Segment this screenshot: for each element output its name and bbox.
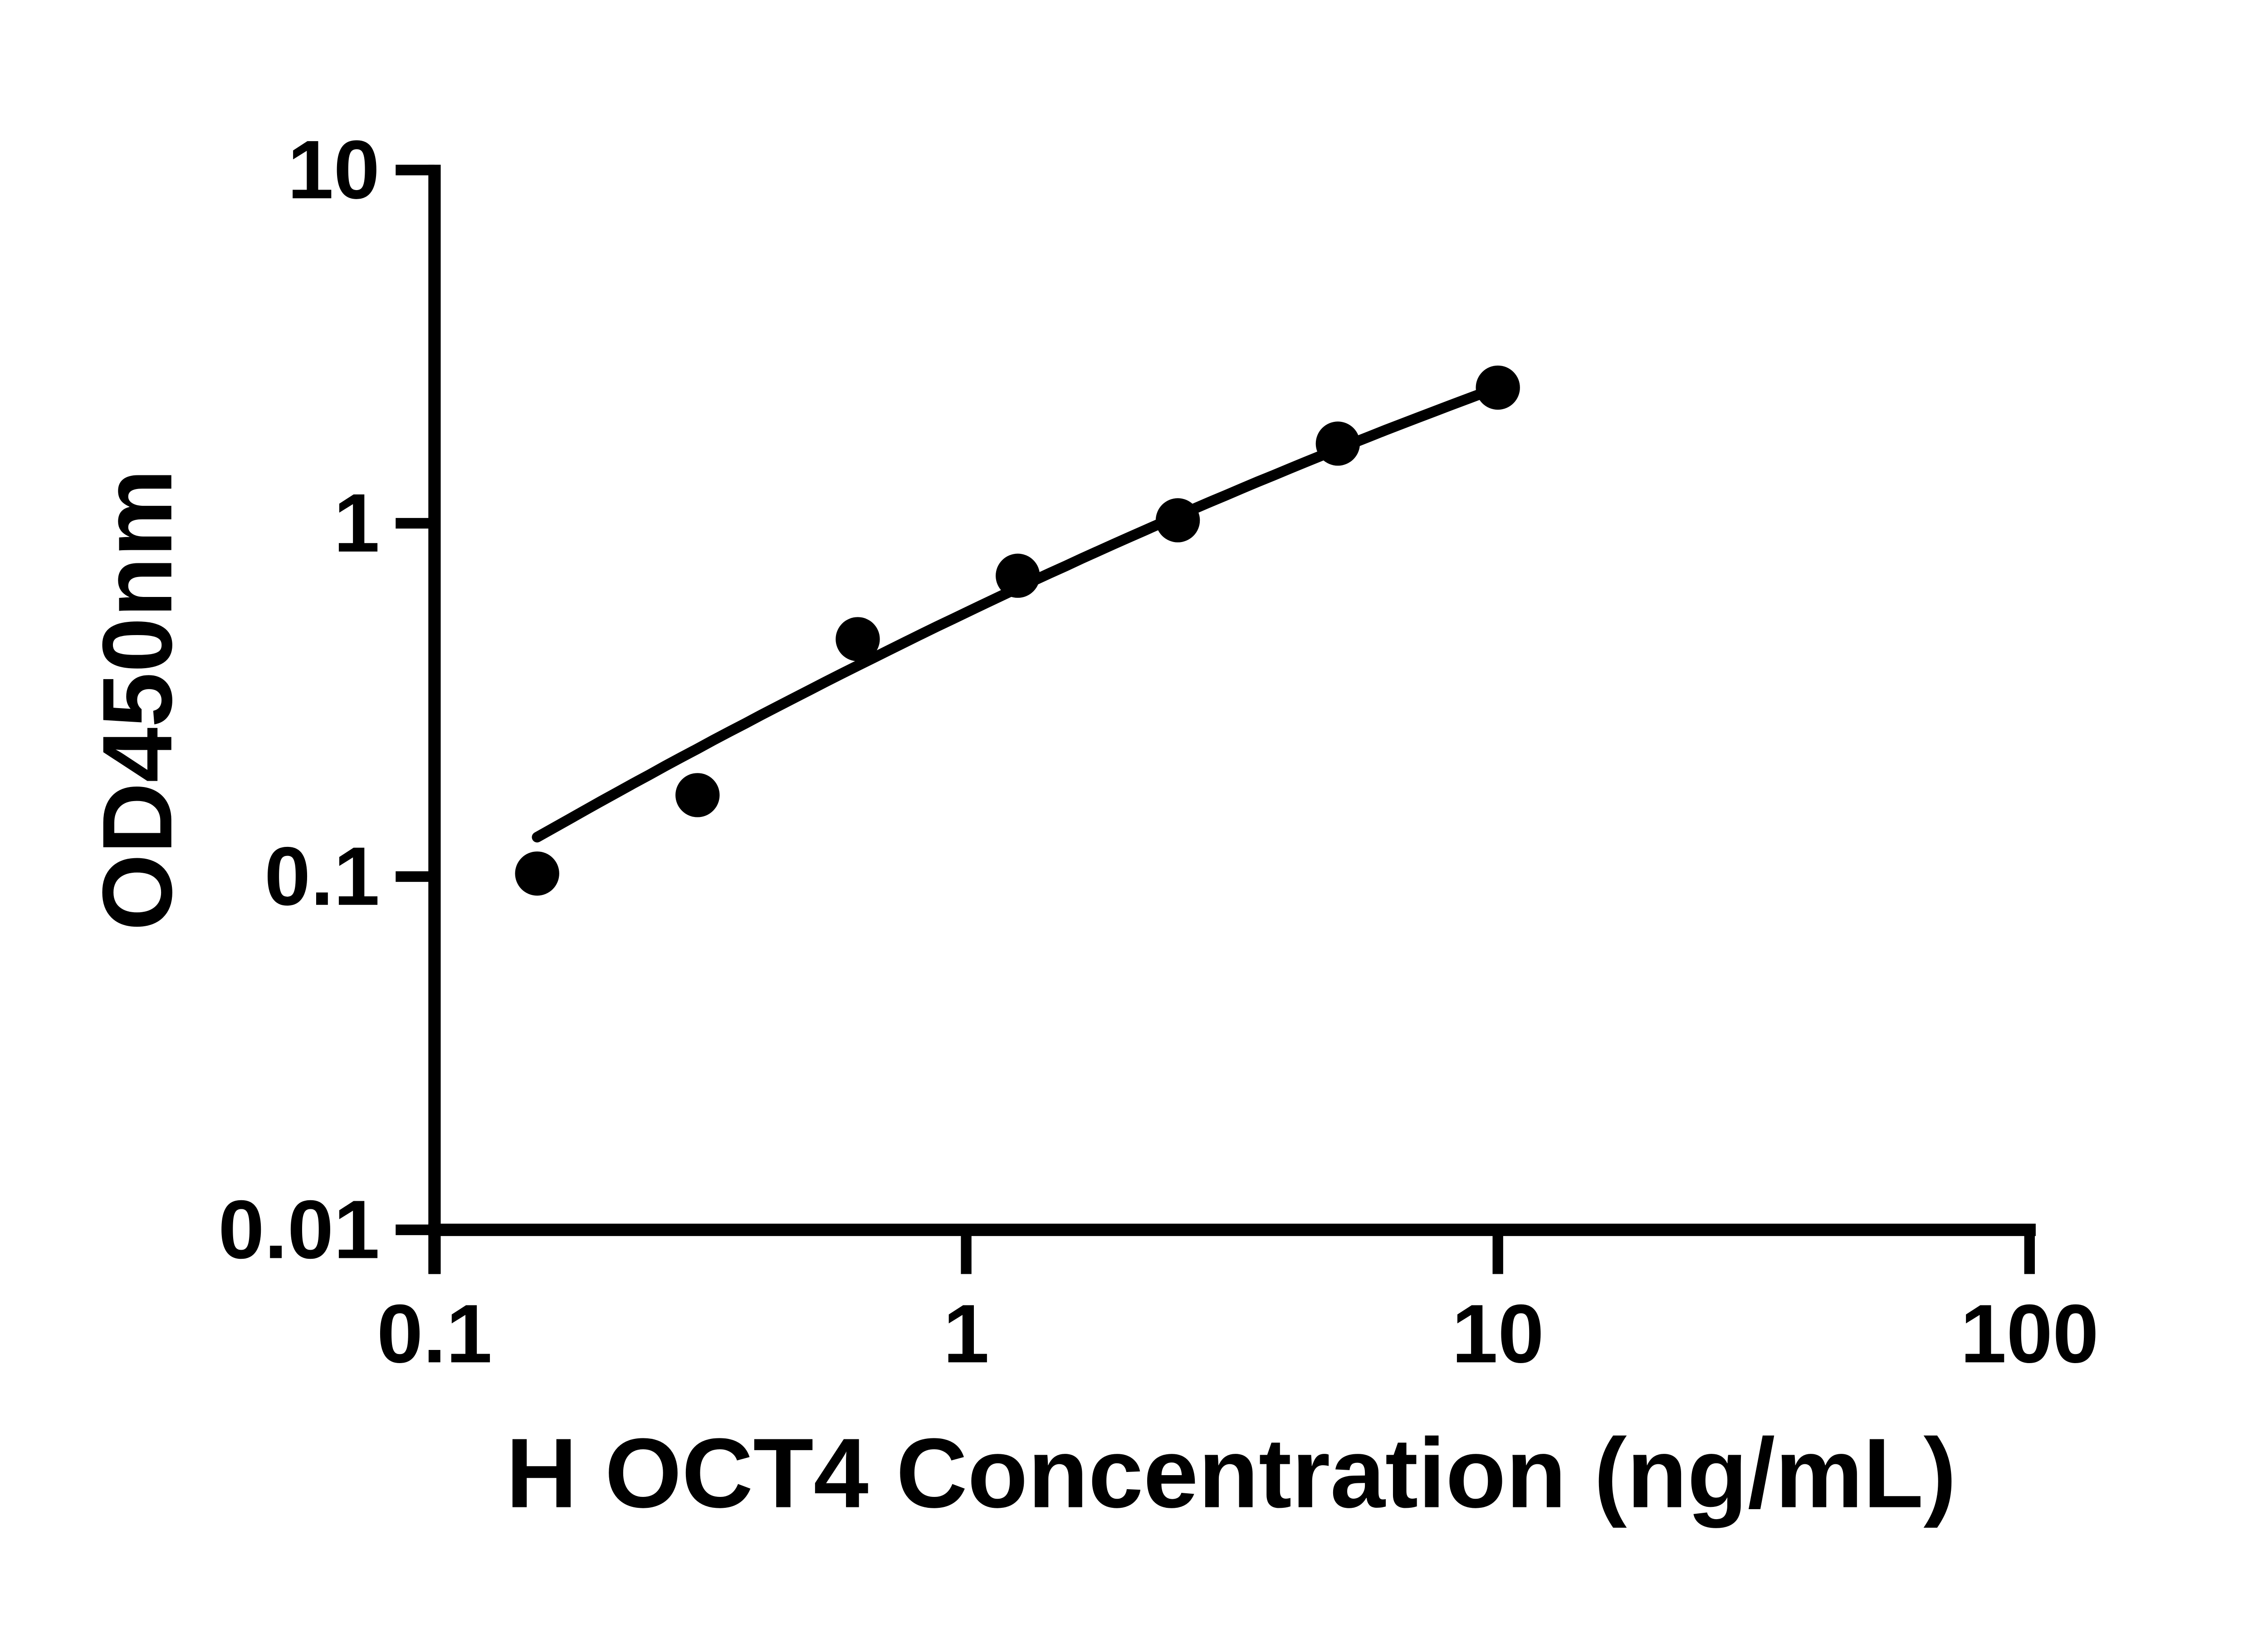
x-axis-title: H OCT4 Concentration (ng/mL)	[506, 1418, 1956, 1529]
x-axis-tick-labels: 0.1 1 10 100	[377, 1287, 2099, 1380]
x-tick-label-10: 10	[1452, 1287, 1544, 1380]
data-points-layer	[515, 365, 1520, 896]
x-tick-label-100: 100	[1960, 1287, 2099, 1380]
y-tick-label-0p1: 0.1	[264, 830, 380, 923]
y-axis-tick-labels: 10 1 0.1 0.01	[218, 123, 380, 1276]
y-tick-label-10: 10	[288, 123, 380, 216]
data-point	[1476, 365, 1520, 410]
data-point	[996, 553, 1040, 598]
data-point	[1155, 498, 1200, 543]
data-point	[515, 851, 559, 896]
x-tick-label-1: 1	[943, 1287, 989, 1380]
y-axis-title: OD450nm	[83, 469, 193, 931]
data-point	[675, 773, 720, 817]
axes	[396, 165, 2036, 1274]
y-tick-label-1: 1	[333, 476, 380, 569]
x-tick-label-0p1: 0.1	[377, 1287, 492, 1380]
y-tick-label-0p01: 0.01	[218, 1183, 380, 1276]
data-point	[836, 617, 880, 661]
data-point	[1315, 421, 1360, 466]
